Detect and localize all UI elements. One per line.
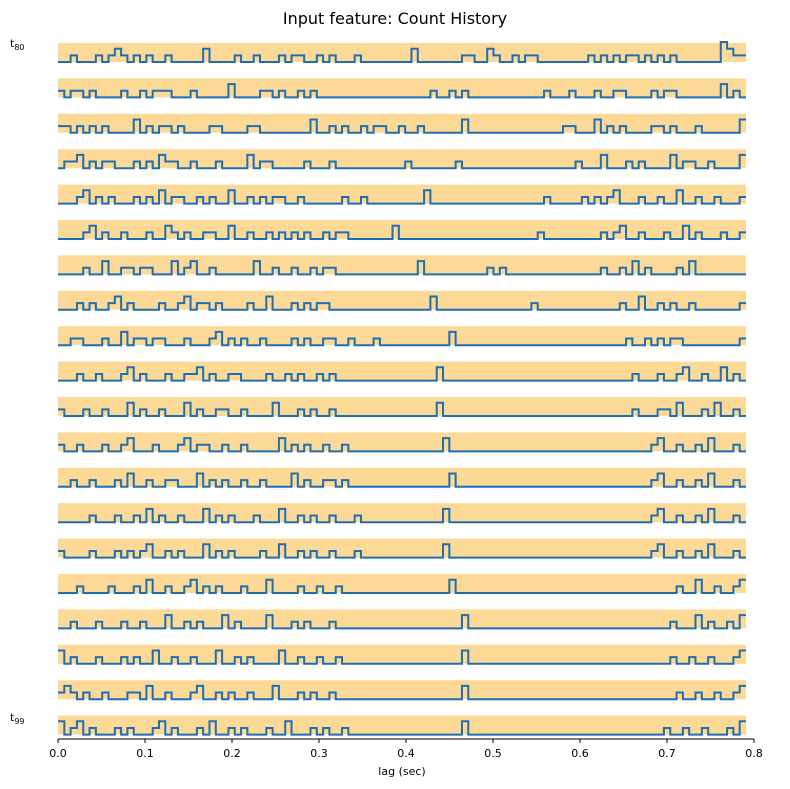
series-line	[58, 295, 746, 311]
series-row	[58, 538, 746, 559]
row-band	[58, 113, 746, 133]
series-row	[58, 467, 746, 488]
series-line	[58, 224, 746, 240]
series-row	[58, 397, 746, 417]
series-row	[58, 41, 746, 63]
series-row	[58, 255, 746, 276]
x-tick-label: 0.0	[49, 747, 67, 760]
series-row	[58, 574, 746, 594]
series-line	[58, 330, 746, 347]
row-label-last: t99	[10, 711, 25, 726]
series-row	[58, 644, 746, 665]
row-band	[58, 184, 746, 204]
x-tick-label: 0.6	[571, 747, 589, 760]
series-row	[58, 149, 746, 170]
x-tick-label: 0.4	[397, 747, 415, 760]
row-band	[58, 220, 746, 239]
series-row	[58, 78, 746, 99]
series-line	[58, 507, 746, 524]
x-tick-label: 0.1	[136, 747, 154, 760]
row-band	[58, 574, 746, 593]
row-band	[58, 503, 746, 523]
series-line	[58, 614, 746, 630]
series-row	[58, 113, 746, 134]
row-band	[58, 609, 746, 629]
series-rows	[58, 41, 746, 736]
series-row	[58, 503, 746, 524]
series-row	[58, 609, 746, 630]
series-row	[58, 184, 746, 205]
series-line	[58, 684, 746, 701]
row-label-first-base: t	[10, 37, 15, 50]
series-line	[58, 543, 746, 559]
series-row	[58, 432, 746, 453]
row-band	[58, 715, 746, 735]
row-band	[58, 326, 746, 346]
series-row	[58, 326, 746, 347]
row-band	[58, 644, 746, 664]
x-tick-label: 0.8	[745, 747, 763, 760]
series-line	[58, 437, 746, 453]
series-line	[58, 118, 746, 134]
row-band	[58, 680, 746, 700]
series-row	[58, 290, 746, 311]
row-band	[58, 432, 746, 452]
series-row	[58, 220, 746, 240]
row-label-last-sub: 99	[14, 717, 24, 726]
row-label-first: t80	[10, 37, 25, 52]
row-band	[58, 467, 746, 487]
series-line	[58, 189, 746, 205]
series-line	[58, 153, 746, 170]
series-line	[58, 578, 746, 594]
series-row	[58, 361, 746, 382]
row-band	[58, 290, 746, 310]
x-tick-label: 0.2	[223, 747, 241, 760]
series-row	[58, 715, 746, 736]
row-label-last-base: t	[10, 711, 15, 724]
series-row	[58, 680, 746, 701]
row-band	[58, 149, 746, 169]
row-band	[58, 255, 746, 275]
x-axis: 0.0 0.1 0.2 0.3 0.4 0.5 0.6 0.7 0.8	[49, 738, 763, 760]
x-tick-label: 0.7	[658, 747, 676, 760]
x-axis-label: lag (sec)	[378, 765, 425, 778]
series-line	[58, 83, 746, 99]
row-band	[58, 361, 746, 381]
series-line	[58, 366, 746, 382]
chart-title: Input feature: Count History	[283, 9, 507, 28]
series-line	[58, 260, 746, 276]
row-band	[58, 397, 746, 416]
series-line	[58, 401, 746, 417]
x-tick-label: 0.5	[484, 747, 502, 760]
series-line	[58, 649, 746, 665]
row-band	[58, 43, 746, 62]
series-line	[58, 720, 746, 736]
series-line	[58, 41, 746, 63]
row-label-first-sub: 80	[14, 43, 24, 52]
x-tick-label: 0.3	[310, 747, 328, 760]
row-band	[58, 78, 746, 98]
row-band	[58, 538, 746, 558]
series-line	[58, 472, 746, 488]
